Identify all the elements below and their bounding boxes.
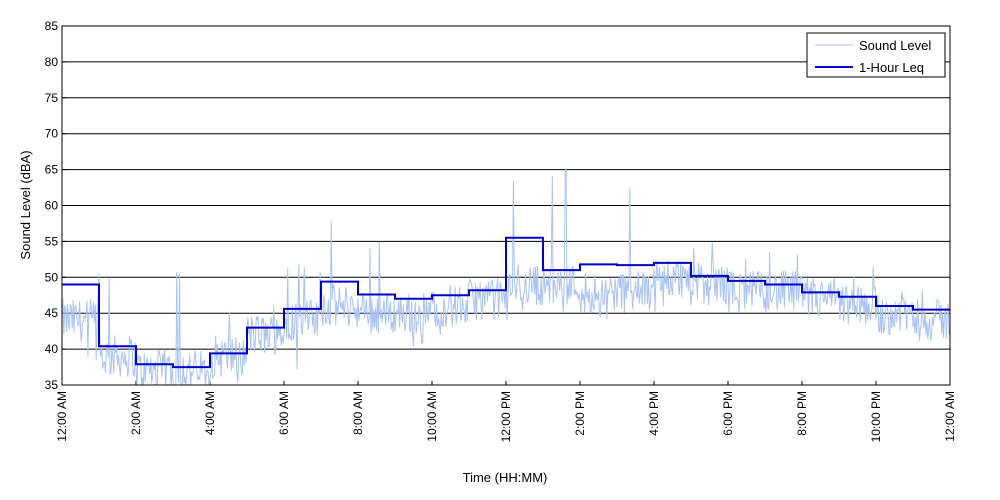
legend-label-sound-level: Sound Level	[859, 38, 931, 53]
y-tick-label: 75	[45, 91, 59, 105]
y-tick-label: 70	[45, 127, 59, 141]
legend-label-leq: 1-Hour Leq	[859, 60, 924, 75]
x-tick-label: 12:00 AM	[55, 391, 69, 442]
y-tick-label: 45	[45, 306, 59, 320]
x-tick-label: 4:00 AM	[203, 391, 217, 435]
x-tick-label: 12:00 PM	[499, 391, 513, 442]
x-tick-label: 10:00 PM	[869, 391, 883, 442]
y-tick-label: 60	[45, 199, 59, 213]
y-tick-label: 85	[45, 19, 59, 33]
x-tick-label: 8:00 AM	[351, 391, 365, 435]
gridlines	[62, 61, 950, 350]
plot-frame	[61, 25, 951, 386]
y-tick-label: 40	[45, 342, 59, 356]
x-tick-label: 8:00 PM	[795, 391, 809, 436]
x-tick-label: 12:00 AM	[943, 391, 957, 442]
x-tick-label: 6:00 PM	[721, 391, 735, 436]
series-layer	[62, 168, 950, 385]
series-1-hour-leq	[62, 236, 950, 369]
x-tick-label: 6:00 AM	[277, 391, 291, 435]
x-axis-label: Time (HH:MM)	[463, 470, 548, 485]
x-tick-label: 2:00 PM	[573, 391, 587, 436]
y-tick-label: 55	[45, 234, 59, 248]
y-tick-label: 65	[45, 163, 59, 177]
x-tick-label: 2:00 AM	[129, 391, 143, 435]
y-axis-ticks: 35 40 45 50 55 60 65 70 75 80 85	[45, 19, 66, 392]
x-axis-ticks: 12:00 AM 2:00 AM 4:00 AM 6:00 AM 8:00 AM 10:0…	[55, 381, 957, 442]
x-tick-label: 4:00 PM	[647, 391, 661, 436]
x-tick-label: 10:00 AM	[425, 391, 439, 442]
legend-box	[806, 32, 946, 78]
y-tick-label: 35	[45, 378, 59, 392]
legend: Sound Level 1-Hour Leq	[806, 32, 946, 78]
y-axis-label: Sound Level (dBA)	[18, 150, 33, 259]
y-tick-label: 50	[45, 270, 59, 284]
y-tick-label: 80	[45, 55, 59, 69]
